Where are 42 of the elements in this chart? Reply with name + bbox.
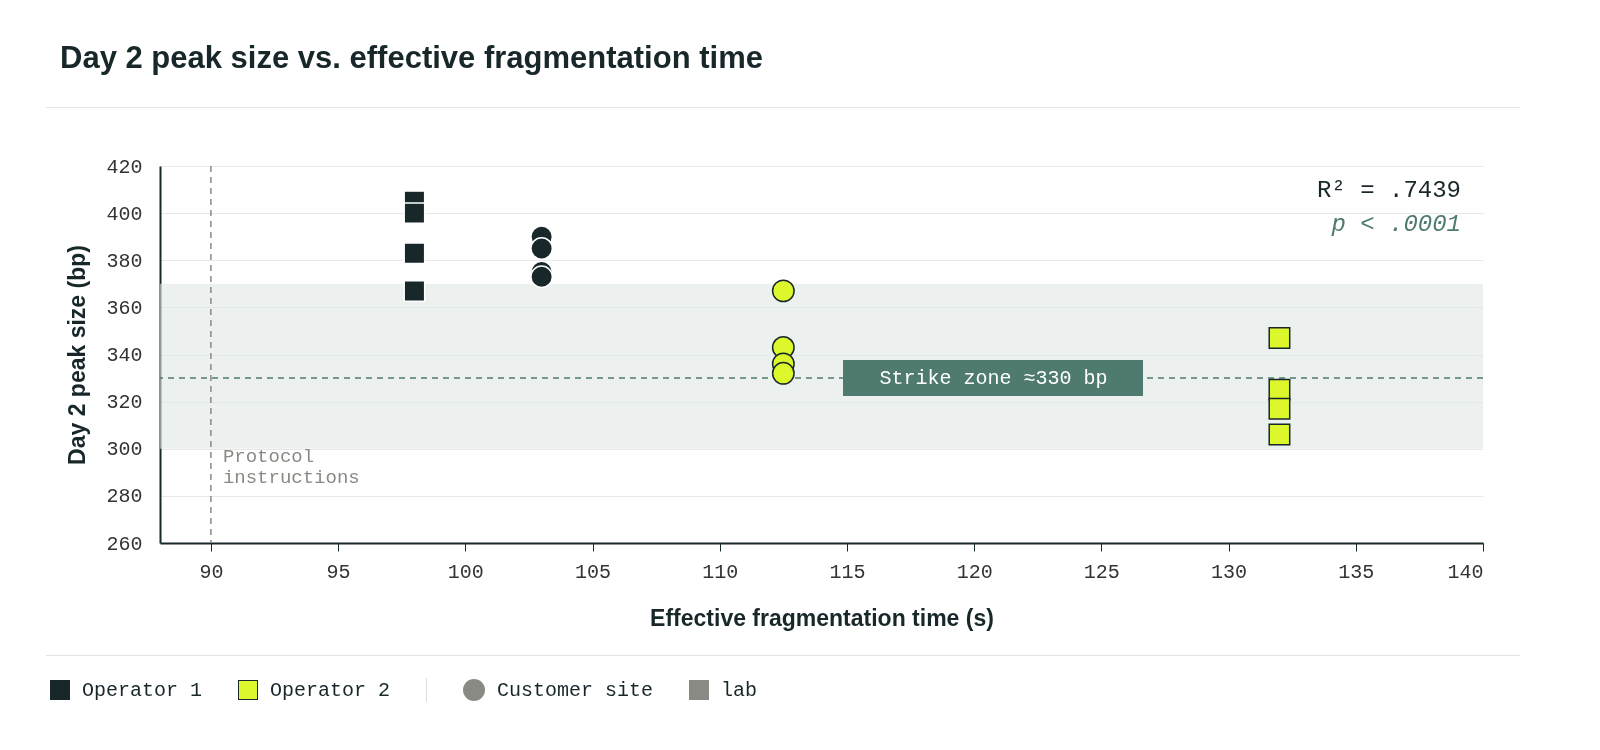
legend-label: Operator 1 [82,678,203,702]
x-tick-label: 95 [326,560,351,584]
x-tick-label: 135 [1338,560,1375,584]
point [1268,397,1291,420]
point [1268,327,1291,349]
x-tick-label: 140 [1447,560,1484,584]
legend-label: Customer site [497,678,654,702]
x-tick-label: 100 [447,560,484,584]
point [1268,423,1291,446]
point [403,202,426,225]
y-axis-title: Day 2 peak size (bp) [64,245,91,465]
y-tick-label: 380 [106,249,143,273]
annotation: R² = .7439 [1316,177,1461,204]
y-tick-label: 360 [106,296,143,320]
x-tick-label: 130 [1211,560,1248,584]
ref-line-label: Protocol instructions [222,445,360,489]
y-tick-label: 400 [106,202,143,226]
annotation: p < .0001 [1330,211,1461,238]
x-axis-title: Effective fragmentation time (s) [650,604,994,631]
point [530,265,554,289]
y-tick-label: 320 [106,391,143,415]
point [403,279,426,302]
y-tick-label: 420 [106,155,143,179]
legend-label: Operator 2 [270,678,391,702]
x-tick-label: 90 [199,560,224,584]
x-tick-label: 115 [829,560,866,584]
y-tick-label: 340 [106,344,143,367]
point [771,361,795,385]
point [771,279,795,303]
legend-label: lab [721,678,758,702]
chart-title: Day 2 peak size vs. effective fragmentation time [60,40,763,76]
x-tick-label: 110 [702,560,739,584]
x-tick-label: 120 [956,560,993,584]
y-tick-label: 260 [106,532,143,556]
ref-line-label: Strike zone ≈330 bp [879,366,1108,390]
point [403,242,426,265]
y-tick-label: 300 [106,438,143,462]
x-tick-label: 105 [575,560,612,584]
label-box: Strike zone ≈330 bp [843,360,1144,397]
x-tick-label: 125 [1083,560,1120,584]
point [530,237,554,260]
y-tick-label: 280 [106,485,143,509]
